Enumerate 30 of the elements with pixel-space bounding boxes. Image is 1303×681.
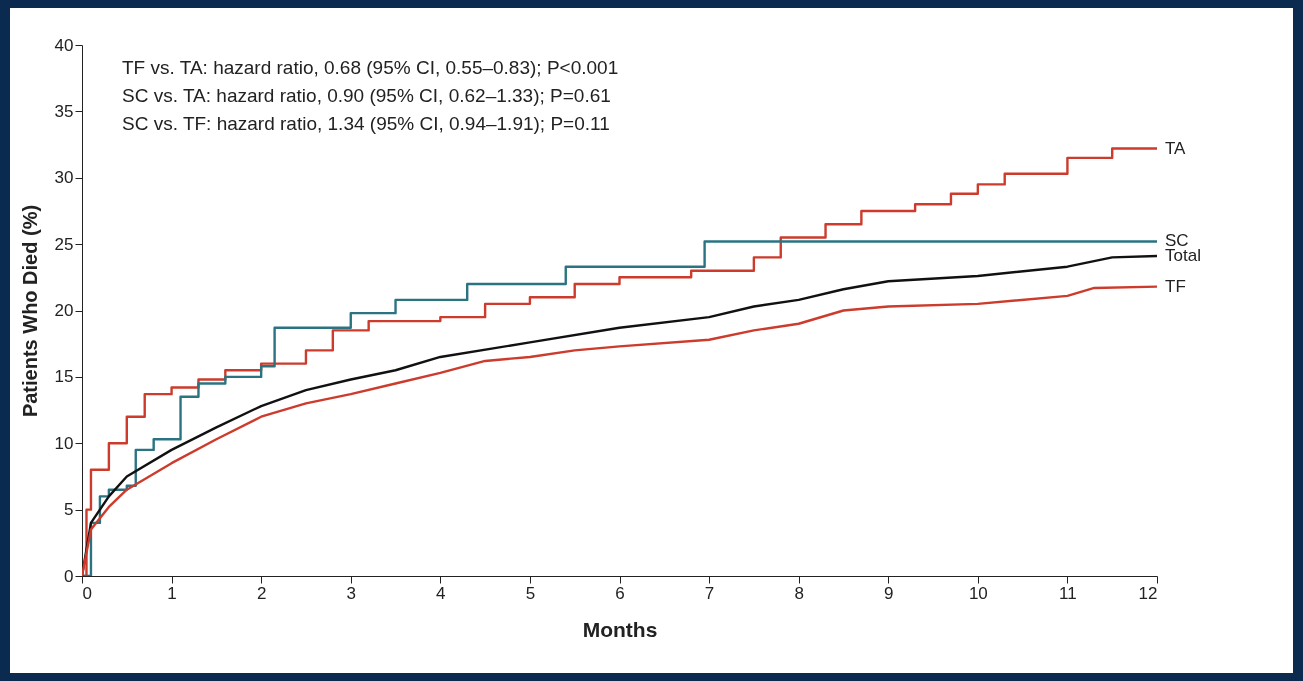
x-tick-label: 5 (525, 583, 536, 603)
y-tick-label: 35 (54, 101, 74, 121)
x-tick-label: 7 (704, 583, 715, 603)
y-tick-label: 0 (64, 566, 74, 586)
x-tick-label: 10 (968, 583, 988, 603)
y-tick-label: 10 (54, 433, 74, 453)
x-tick-label: 12 (1138, 583, 1158, 603)
y-tick-label: 20 (54, 301, 74, 320)
annotation: SC vs. TA: hazard ratio, 0.90 (95% CI, 0.62–1.33); P=0.61 (122, 85, 611, 106)
annotation: SC vs. TF: hazard ratio, 1.34 (95% CI, 0.94–1.91); P=0.11 (122, 113, 610, 134)
y-axis-title: Patients Who Died (%) (18, 204, 41, 418)
x-tick-label: 11 (1059, 583, 1077, 603)
x-tick-label: 3 (346, 583, 356, 603)
x-tick-label: 8 (794, 583, 804, 603)
x-tick-label: 9 (884, 583, 894, 603)
y-tick-label: 5 (64, 500, 74, 520)
x-axis-title: Months (582, 617, 658, 641)
annotation: TF vs. TA: hazard ratio, 0.68 (95% CI, 0.55–0.83); P<0.001 (122, 57, 619, 78)
x-tick-label: 6 (615, 583, 625, 603)
x-tick-label: 2 (256, 583, 267, 603)
series-label: Total (1165, 246, 1201, 266)
x-tick-label: 1 (167, 583, 177, 603)
y-tick-label: 25 (54, 234, 74, 254)
series-label: TA (1165, 138, 1187, 158)
x-tick-label: 4 (436, 583, 446, 603)
series-label: TF (1165, 276, 1186, 296)
x-tick-label: 0 (82, 583, 92, 603)
y-tick-label: 30 (54, 168, 74, 188)
y-tick-label: 40 (54, 35, 74, 55)
y-tick-label: 15 (54, 367, 74, 387)
